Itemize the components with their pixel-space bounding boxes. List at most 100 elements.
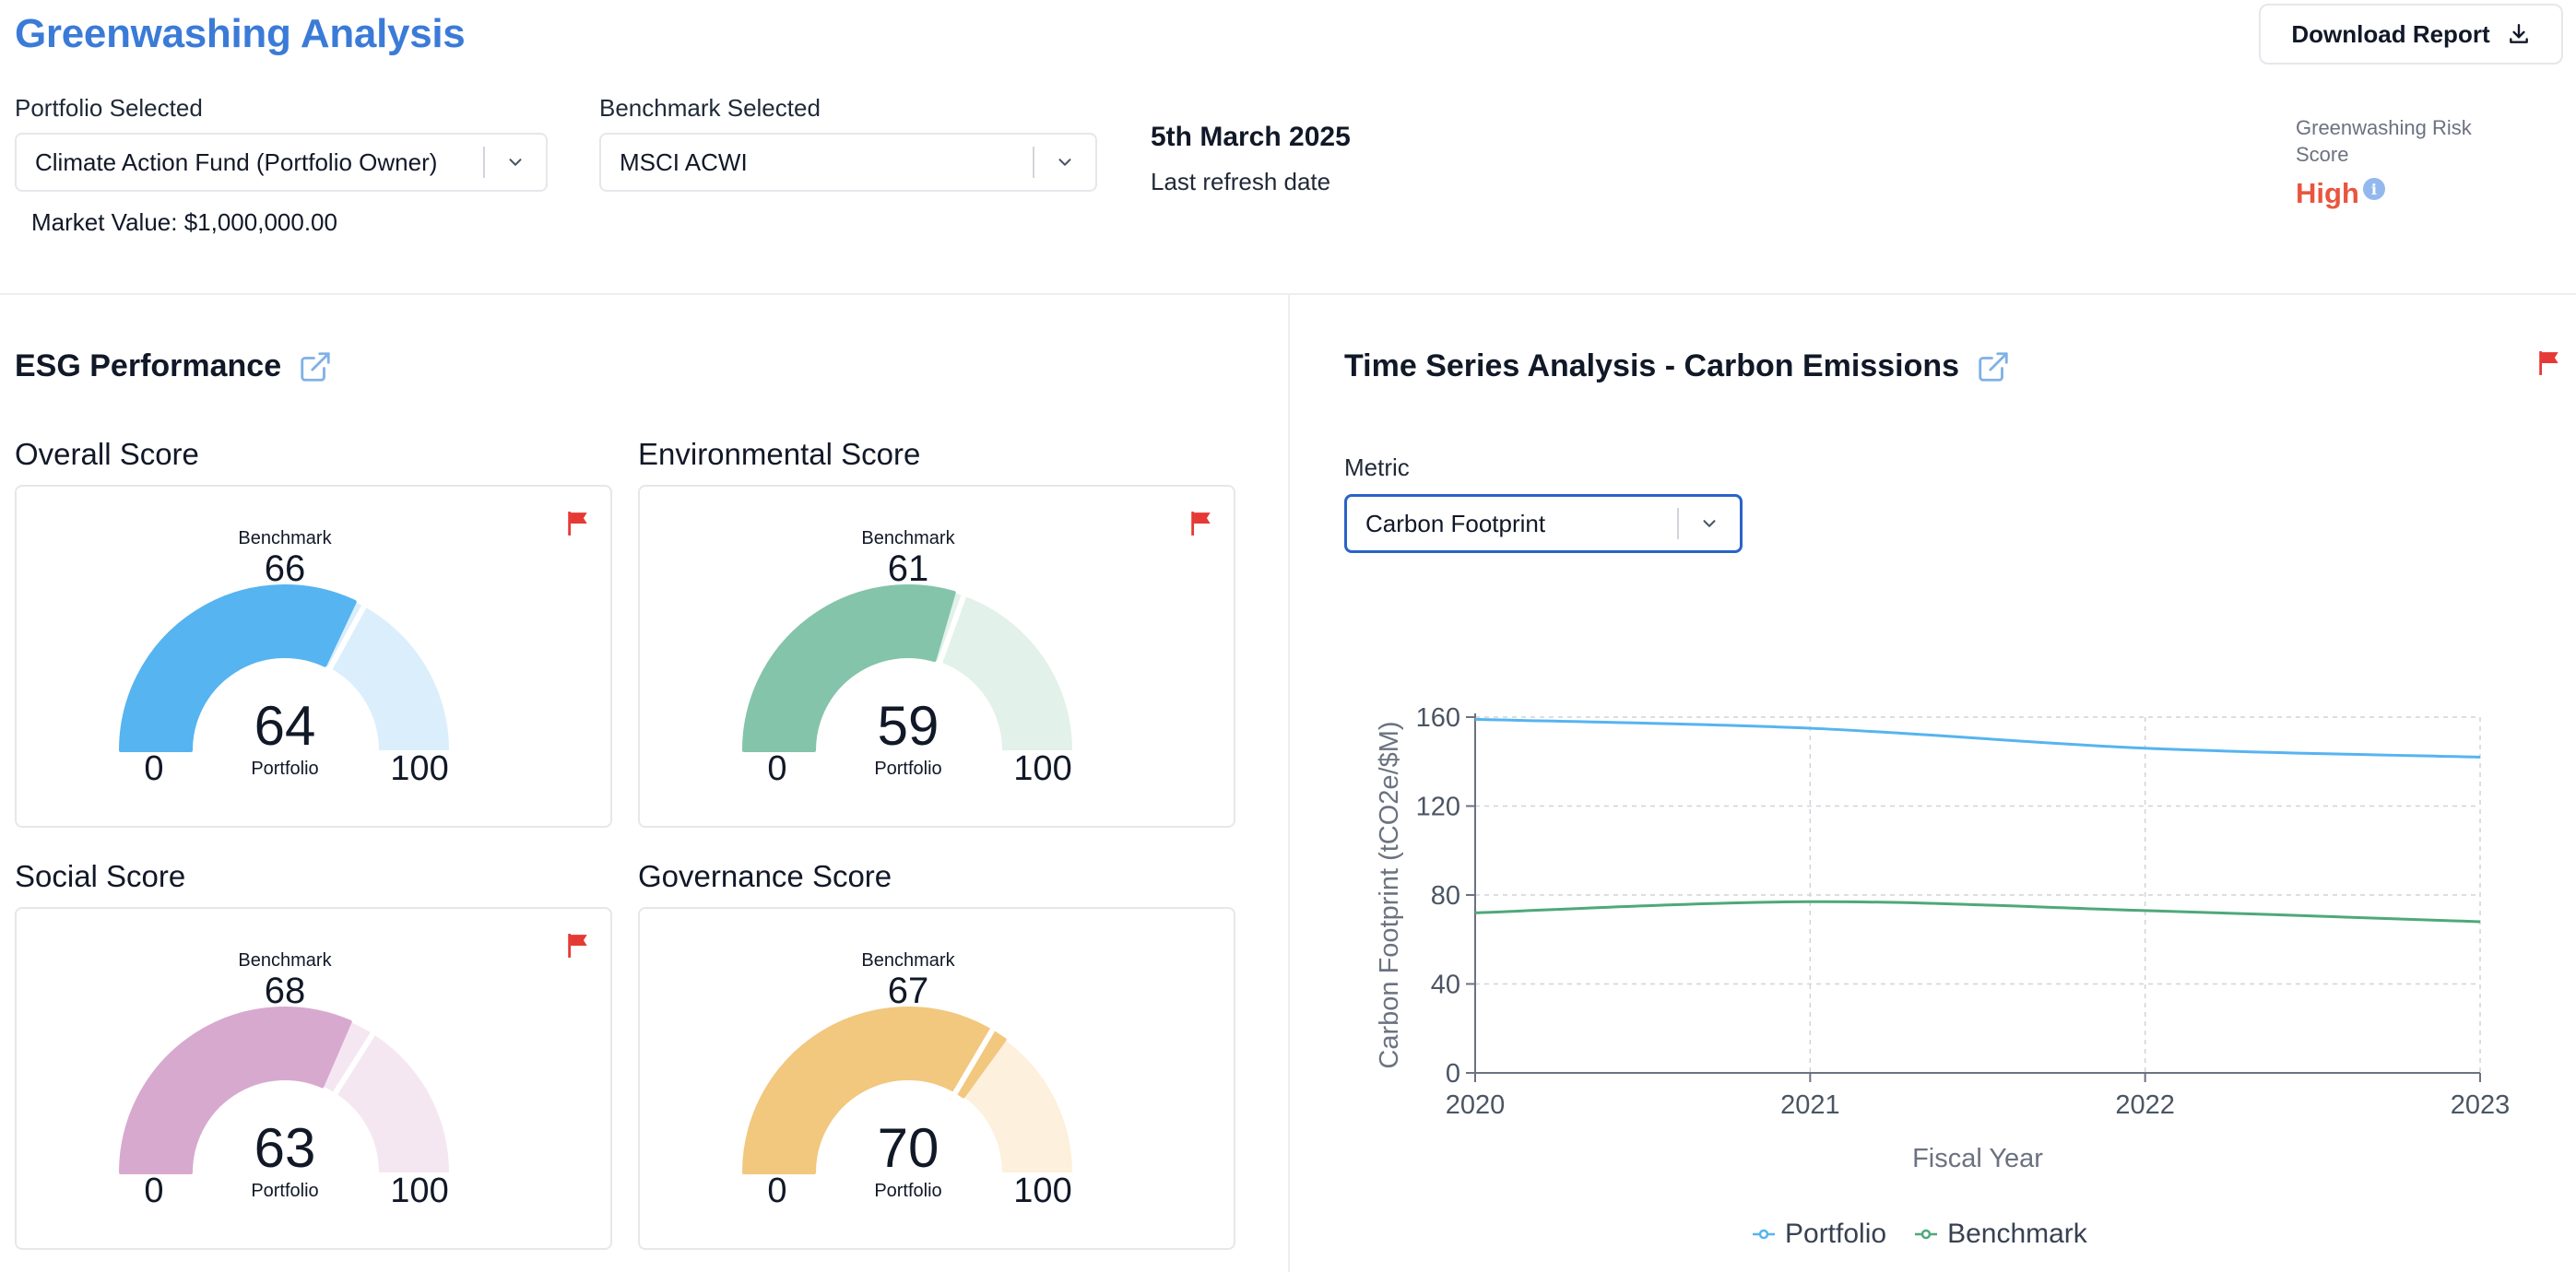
- portfolio-value: 59: [878, 695, 939, 757]
- series-line-benchmark: [1474, 900, 2481, 924]
- benchmark-caption: Benchmark: [861, 950, 955, 971]
- portfolio-select[interactable]: Climate Action Fund (Portfolio Owner): [15, 133, 548, 192]
- gauge-benchmark-marker: [329, 1028, 379, 1100]
- scale-min: 0: [144, 749, 163, 788]
- gauge-portfolio-fill: [742, 584, 956, 752]
- portfolio-caption: Portfolio: [874, 1181, 941, 1201]
- benchmark-caption: Benchmark: [861, 528, 955, 548]
- legend-line-icon: [1915, 1229, 1938, 1240]
- risk-score: High i: [2296, 177, 2385, 210]
- benchmark-select[interactable]: MSCI ACWI: [599, 133, 1097, 192]
- gauge-benchmark-marker: [951, 1025, 998, 1098]
- flag-icon: [2539, 351, 2558, 375]
- metric-select-value: Carbon Footprint: [1365, 509, 1546, 537]
- chart-legend: Portfolio Benchmark: [1752, 1219, 2087, 1250]
- gauge-portfolio-fill: [119, 584, 357, 752]
- info-icon[interactable]: i: [2362, 178, 2385, 200]
- portfolio-caption: Portfolio: [251, 1181, 318, 1201]
- select-separator: [1677, 508, 1679, 539]
- esg-title-text: ESG Performance: [15, 348, 282, 383]
- refresh-date: 5th March 2025: [1151, 122, 1351, 152]
- download-icon: [2509, 24, 2528, 43]
- portfolio-label: Portfolio Selected: [15, 94, 203, 122]
- metric-select[interactable]: Carbon Footprint: [1344, 494, 1743, 553]
- y-tick-label: 80: [1431, 881, 1460, 911]
- scale-max: 100: [1013, 1172, 1071, 1210]
- chevron-down-icon[interactable]: [485, 152, 546, 172]
- carbon-emissions-chart: 0 40 80 120 160 2020 2021 2022 2023 Fiscal Year Ca…: [1375, 703, 2511, 1173]
- download-report-button[interactable]: Download Report: [2259, 4, 2563, 65]
- social-score-title: Social Score: [15, 859, 186, 893]
- legend-item-portfolio[interactable]: Portfolio: [1752, 1219, 1886, 1250]
- y-tick-label: 160: [1416, 703, 1460, 733]
- governance-score-title: Governance Score: [638, 859, 892, 893]
- flag-icon: [568, 512, 587, 536]
- panel-divider: [1288, 295, 1290, 1272]
- scale-max: 100: [390, 749, 448, 788]
- benchmark-select-value: MSCI ACWI: [620, 147, 748, 176]
- scale-min: 0: [767, 1172, 786, 1210]
- x-tick-label: 2022: [2115, 1090, 2175, 1120]
- x-tick-label: 2020: [1446, 1090, 1506, 1120]
- timeseries-title-text: Time Series Analysis - Carbon Emissions: [1344, 348, 1960, 383]
- page-title: Greenwashing Analysis: [15, 11, 466, 56]
- refresh-date-label: Last refresh date: [1151, 168, 1331, 195]
- environmental-score-title: Environmental Score: [638, 437, 921, 471]
- esg-section-title: ESG Performance: [15, 348, 333, 384]
- governance-score-card: Benchmark 67 70 Portfolio 0 100: [638, 907, 1235, 1250]
- chevron-down-icon[interactable]: [1034, 152, 1095, 172]
- portfolio-caption: Portfolio: [251, 759, 318, 779]
- gauge-portfolio-fill: [119, 1007, 352, 1174]
- external-link-icon[interactable]: [298, 349, 333, 384]
- benchmark-value: 68: [265, 971, 306, 1011]
- external-link-icon[interactable]: [1976, 349, 2011, 384]
- overall-score-card: Benchmark 66 64 Portfolio 0 100: [15, 485, 612, 828]
- legend-label: Benchmark: [1947, 1219, 2087, 1249]
- benchmark-caption: Benchmark: [238, 950, 332, 971]
- portfolio-value: 63: [254, 1117, 316, 1179]
- y-tick-label: 0: [1446, 1059, 1460, 1089]
- risk-score-label: Greenwashing Risk Score: [2296, 116, 2472, 166]
- download-report-label: Download Report: [2291, 19, 2490, 48]
- gauge-benchmark-marker: [935, 589, 969, 668]
- header-divider: [0, 293, 2576, 295]
- scale-max: 100: [390, 1172, 448, 1210]
- y-axis-label: Carbon Footprint (tCO2e/$M): [1375, 721, 1404, 1068]
- legend-label: Portfolio: [1785, 1219, 1887, 1249]
- gauge-portfolio-fill: [742, 1007, 1007, 1174]
- environmental-score-card: Benchmark 61 59 Portfolio 0 100: [638, 485, 1235, 828]
- legend-item-benchmark[interactable]: Benchmark: [1914, 1219, 2087, 1250]
- chevron-down-icon[interactable]: [1679, 513, 1740, 534]
- benchmark-value: 67: [888, 971, 929, 1011]
- scale-max: 100: [1013, 749, 1071, 788]
- scale-min: 0: [144, 1172, 163, 1210]
- benchmark-value: 66: [265, 548, 306, 589]
- y-tick-label: 40: [1431, 971, 1460, 1000]
- gauge-benchmark-marker: [325, 600, 370, 675]
- overall-score-title: Overall Score: [15, 437, 199, 471]
- portfolio-caption: Portfolio: [874, 759, 941, 779]
- portfolio-value: 64: [254, 695, 316, 757]
- x-tick-label: 2021: [1780, 1090, 1840, 1120]
- risk-score-value: High: [2296, 177, 2359, 209]
- scale-min: 0: [767, 749, 786, 788]
- legend-line-icon: [1753, 1229, 1775, 1240]
- benchmark-label: Benchmark Selected: [599, 94, 821, 122]
- x-tick-label: 2023: [2451, 1090, 2511, 1120]
- series-line-portfolio: [1474, 717, 2481, 759]
- benchmark-caption: Benchmark: [238, 528, 332, 548]
- y-tick-label: 120: [1416, 793, 1460, 822]
- timeseries-section-title: Time Series Analysis - Carbon Emissions: [1344, 348, 2011, 384]
- metric-label: Metric: [1344, 453, 1410, 481]
- select-separator: [1033, 147, 1034, 178]
- benchmark-value: 61: [888, 548, 929, 589]
- social-score-card: Benchmark 68 63 Portfolio 0 100: [15, 907, 612, 1250]
- x-axis-label: Fiscal Year: [1912, 1144, 2043, 1173]
- select-separator: [483, 147, 485, 178]
- portfolio-value: 70: [878, 1117, 939, 1179]
- portfolio-select-value: Climate Action Fund (Portfolio Owner): [35, 147, 438, 176]
